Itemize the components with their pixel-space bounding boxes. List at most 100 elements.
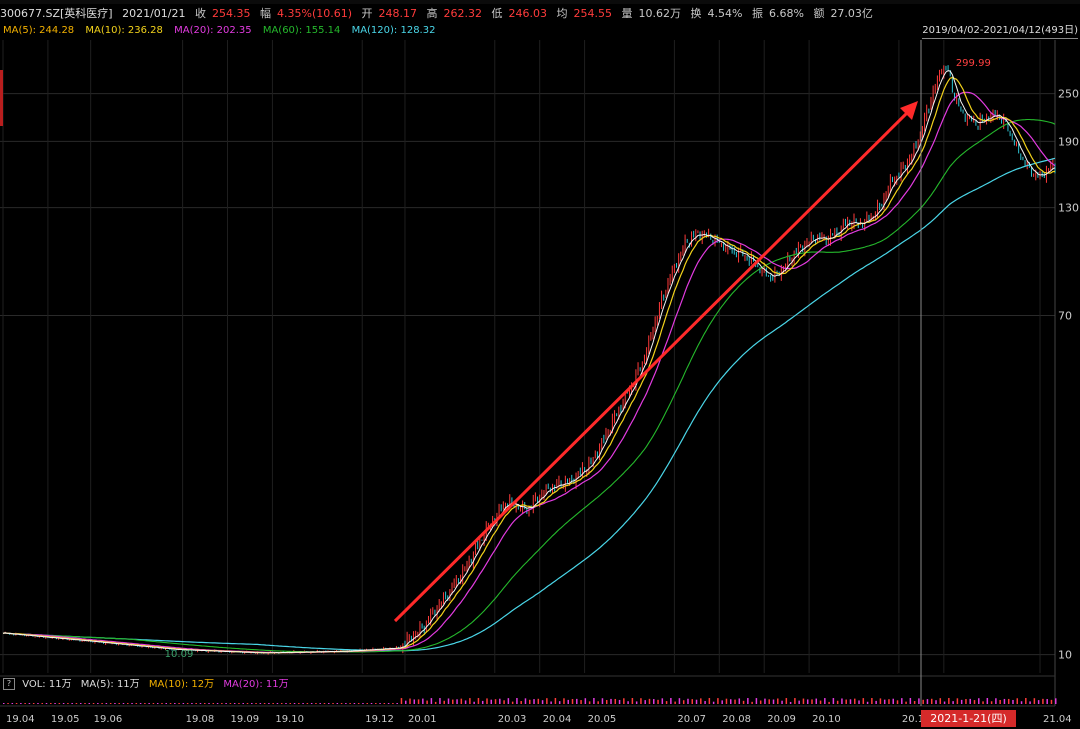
date-range-label[interactable]: 2019/04/02-2021/04/12(493日) bbox=[922, 24, 1078, 39]
volume-bar bbox=[310, 703, 313, 704]
volume-bar bbox=[858, 700, 860, 704]
volume-bar bbox=[952, 701, 954, 704]
volume-bar bbox=[396, 703, 398, 704]
volume-bar bbox=[781, 700, 783, 704]
volume-bar bbox=[990, 701, 993, 704]
quote-date: 2021/01/21 bbox=[122, 7, 186, 20]
volume-bar bbox=[464, 700, 467, 704]
volume-bar bbox=[901, 698, 903, 704]
volume-bar bbox=[794, 698, 796, 704]
volume-bar bbox=[58, 703, 61, 704]
volume-bar bbox=[45, 703, 48, 704]
volume-bar bbox=[956, 698, 959, 704]
volume-bar bbox=[135, 703, 138, 704]
x-tick-label: 21.04 bbox=[1043, 714, 1072, 725]
volume-bar bbox=[516, 698, 518, 704]
volume-bar bbox=[678, 698, 681, 704]
volume-bar bbox=[682, 700, 685, 704]
volume-bar bbox=[982, 701, 984, 704]
volume-bar bbox=[511, 701, 514, 704]
volume-bar bbox=[939, 698, 942, 704]
volume-bar bbox=[332, 703, 334, 704]
stock-code[interactable]: 300677.SZ[英科医疗] bbox=[0, 7, 113, 20]
volume-bar bbox=[1020, 701, 1023, 704]
volume-bar bbox=[499, 698, 501, 704]
volume-bar bbox=[15, 703, 18, 704]
x-tick-label: 20.12 bbox=[902, 714, 931, 725]
price-annotation: 10.09 bbox=[165, 649, 194, 660]
vol-ma10-legend: MA(10): 12万 bbox=[148, 679, 215, 690]
volume-bar bbox=[935, 700, 937, 704]
volume-bar bbox=[614, 698, 617, 704]
amount-value: 27.03亿 bbox=[830, 7, 873, 20]
turnover-label: 换 bbox=[690, 7, 702, 20]
change-label: 幅 bbox=[260, 7, 271, 20]
volume-bar bbox=[712, 701, 715, 704]
volume-bar bbox=[75, 703, 78, 704]
volume-bar bbox=[460, 698, 463, 704]
volume-bar bbox=[789, 701, 792, 704]
volume-bar bbox=[127, 703, 129, 704]
volume-bar bbox=[156, 703, 159, 704]
volume-bar bbox=[426, 700, 428, 704]
x-tick-label: 20.07 bbox=[677, 714, 706, 725]
volume-bar bbox=[640, 698, 642, 704]
volume-bar bbox=[965, 699, 967, 704]
volume-bar bbox=[216, 703, 219, 704]
volume-bar bbox=[657, 699, 659, 704]
settings-icon[interactable]: ? bbox=[3, 678, 15, 690]
change-value: 4.35%(10.61) bbox=[277, 7, 353, 20]
volume-bar bbox=[447, 698, 450, 704]
volume-bar bbox=[580, 700, 582, 704]
volume-bar bbox=[854, 698, 856, 704]
ma20-line bbox=[2, 91, 1056, 654]
amp-value: 6.68% bbox=[768, 7, 804, 20]
volume-bar bbox=[306, 703, 309, 704]
volume-bar bbox=[588, 701, 591, 704]
x-tick-label: 20.08 bbox=[722, 714, 751, 725]
volume-bar bbox=[152, 703, 155, 704]
volume-bar bbox=[481, 700, 484, 704]
low-value: 246.03 bbox=[508, 7, 548, 20]
volume-bar bbox=[503, 700, 505, 704]
x-tick-label: 19.12 bbox=[365, 714, 394, 725]
volume-bar bbox=[430, 698, 433, 704]
x-tick-label: 19.05 bbox=[51, 714, 80, 725]
volume-bar bbox=[1037, 700, 1040, 704]
volume-bar bbox=[345, 703, 347, 704]
volume-bar bbox=[473, 701, 475, 704]
volume-bar bbox=[88, 703, 91, 704]
volume-bar bbox=[139, 703, 142, 704]
volume-bar bbox=[422, 698, 424, 704]
ma20-legend: MA(20): 202.35 bbox=[174, 25, 252, 36]
volume-bar bbox=[131, 703, 133, 704]
volume-bar bbox=[601, 698, 604, 704]
volume-bar bbox=[340, 703, 343, 704]
volume-bar bbox=[1012, 699, 1014, 704]
volume-bar bbox=[1029, 701, 1031, 704]
volume-bar bbox=[687, 698, 689, 704]
volume-bar bbox=[644, 700, 646, 704]
volume-bar bbox=[738, 698, 741, 704]
volume-bar bbox=[764, 698, 766, 704]
volume-bar bbox=[759, 700, 762, 704]
ma120-line bbox=[2, 157, 1056, 652]
volume-bar bbox=[623, 698, 625, 704]
volume-bar bbox=[845, 699, 847, 704]
volume-bar bbox=[811, 699, 813, 704]
vol-value: 10.62万 bbox=[638, 7, 682, 20]
volume-bar bbox=[704, 700, 706, 704]
volume-bar bbox=[490, 699, 493, 704]
volume-bar bbox=[456, 699, 458, 704]
volume-bar bbox=[755, 698, 758, 704]
volume-bar bbox=[362, 703, 364, 704]
volume-bar bbox=[178, 703, 180, 704]
volume-bar bbox=[293, 703, 296, 704]
open-value: 248.17 bbox=[378, 7, 418, 20]
volume-bar bbox=[92, 703, 95, 704]
volume-bar bbox=[434, 701, 437, 704]
volume-bar bbox=[443, 700, 445, 704]
volume-bar bbox=[319, 703, 321, 704]
vol-label: 量 bbox=[621, 7, 633, 20]
